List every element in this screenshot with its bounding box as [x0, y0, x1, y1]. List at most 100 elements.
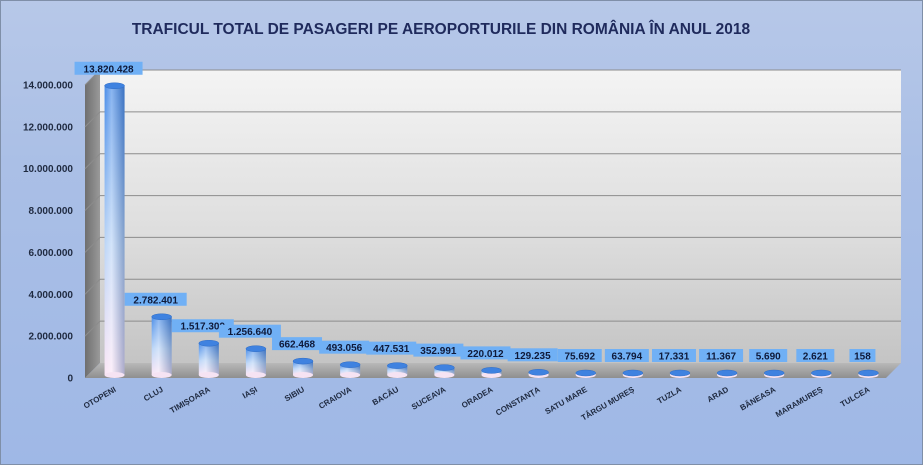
data-label: 13.820.428: [84, 64, 134, 75]
data-label: 662.468: [279, 340, 316, 351]
y-tick-label: 0: [67, 374, 73, 385]
bar-shading: [387, 365, 408, 375]
gridline-side: [84, 195, 101, 211]
x-tick-label: TULCEA: [839, 385, 872, 409]
bar-top: [528, 369, 549, 376]
bar-top: [104, 82, 125, 90]
bar-top: [245, 345, 267, 352]
data-label-box: [796, 349, 835, 362]
bar-group: 11.367: [699, 349, 744, 378]
bar-top: [811, 369, 832, 377]
gridlines: [84, 69, 901, 337]
bar-group: 220.012: [460, 346, 511, 378]
x-tick-label: OTOPENI: [82, 385, 118, 411]
x-tick-label: TUZLA: [656, 385, 683, 406]
data-label: 1.517.309: [181, 322, 226, 333]
bar-top: [292, 357, 314, 365]
data-label-box: [171, 319, 234, 333]
gridline-side: [84, 320, 101, 337]
bar-base: [245, 372, 266, 378]
bar-shading: [151, 316, 172, 375]
data-label: 2.621: [803, 352, 828, 363]
x-tick-label: CRAIOVA: [317, 385, 353, 411]
bar-top: [198, 339, 220, 347]
bar-shading: [340, 364, 361, 375]
bar-top: [858, 369, 879, 377]
bar-group: 13.820.428: [74, 61, 143, 378]
x-tick-label: IAȘI: [241, 385, 259, 401]
bar-group: 5.690: [749, 349, 788, 378]
gridline-side: [84, 237, 101, 253]
gridline-side: [84, 278, 101, 295]
x-tick-label: BĂNEASA: [738, 385, 777, 413]
data-label-box: [604, 349, 649, 362]
x-tick-label: BACĂU: [371, 385, 401, 407]
data-label: 220.012: [467, 349, 504, 360]
bar-top: [151, 313, 172, 321]
bar-top: [434, 364, 455, 371]
data-label: 1.256.640: [228, 327, 273, 338]
data-label-box: [557, 349, 602, 362]
bar-group: 2.782.401: [124, 292, 187, 378]
data-label-box: [272, 337, 323, 351]
bar-group: 17.331: [651, 349, 696, 378]
data-label-box: [651, 349, 696, 362]
bar-base: [387, 372, 408, 378]
back-wall: [100, 70, 901, 363]
bar-group: 352.991: [413, 343, 464, 378]
data-label-box: [218, 324, 281, 338]
bar-shading: [198, 343, 219, 375]
data-label: 11.367: [706, 352, 736, 363]
bar-top: [387, 362, 408, 369]
data-label-box: [460, 346, 511, 360]
bar-group: 129.235: [507, 348, 558, 378]
bar-group: 493.056: [319, 340, 370, 378]
x-tick-label: SIBIU: [283, 385, 306, 404]
bar-base: [151, 372, 172, 378]
bar-top: [481, 367, 502, 374]
bar-group: 1.517.309: [171, 319, 234, 378]
data-label-box: [849, 349, 876, 362]
data-label-box: [319, 340, 370, 354]
bar-base: [198, 372, 219, 378]
data-label: 2.782.401: [133, 295, 178, 306]
bar-group: 2.621: [796, 349, 835, 378]
data-label: 493.056: [326, 343, 363, 354]
y-tick-label: 12.000.000: [23, 122, 73, 133]
bar-shading: [293, 361, 314, 375]
x-tick-label: CLUJ: [142, 385, 165, 403]
bar-top: [622, 369, 644, 377]
x-tick-label: TÂRGU MUREȘ: [580, 385, 637, 423]
data-label-box: [699, 349, 744, 362]
bar-shading: [434, 367, 455, 375]
data-label: 129.235: [515, 351, 552, 362]
gridline-side: [84, 111, 101, 128]
side-wall: [85, 70, 100, 378]
data-label: 352.991: [420, 346, 457, 357]
data-label-box: [749, 349, 788, 362]
bar-group: 1.256.640: [218, 324, 281, 378]
x-tick-label: ARAD: [706, 385, 731, 404]
bar-top: [575, 369, 596, 377]
chart-title: TRAFICUL TOTAL DE PASAGERI PE AEROPORTUR…: [131, 21, 751, 38]
y-tick-label: 10.000.000: [23, 164, 73, 175]
y-tick-label: 4.000.000: [29, 290, 74, 301]
bar-group: 75.692: [557, 349, 602, 378]
data-label-box: [74, 61, 143, 75]
x-tick-label: SUCEAVA: [410, 385, 448, 412]
data-label: 63.794: [612, 352, 643, 363]
x-tick-label: CONSTANȚA: [494, 385, 542, 418]
bar-base: [340, 372, 361, 378]
x-tick-label: TIMIȘOARA: [168, 385, 212, 415]
x-tick-label: SATU MARE: [544, 385, 590, 417]
data-label: 5.690: [756, 352, 781, 363]
data-label: 17.331: [659, 352, 690, 363]
bar-top: [763, 369, 785, 377]
x-axis-ticks: OTOPENI CLUJ TIMIȘOARA IAȘI SIBIU CRAIOVA BACĂ…: [82, 385, 872, 423]
x-tick-label: MARAMUREȘ: [774, 385, 825, 420]
bar-base: [293, 372, 314, 378]
y-axis-ticks: 0 2.000.000 4.000.000 6.000.000 8.000.000 10.…: [23, 81, 74, 385]
gridline-side: [84, 153, 101, 170]
